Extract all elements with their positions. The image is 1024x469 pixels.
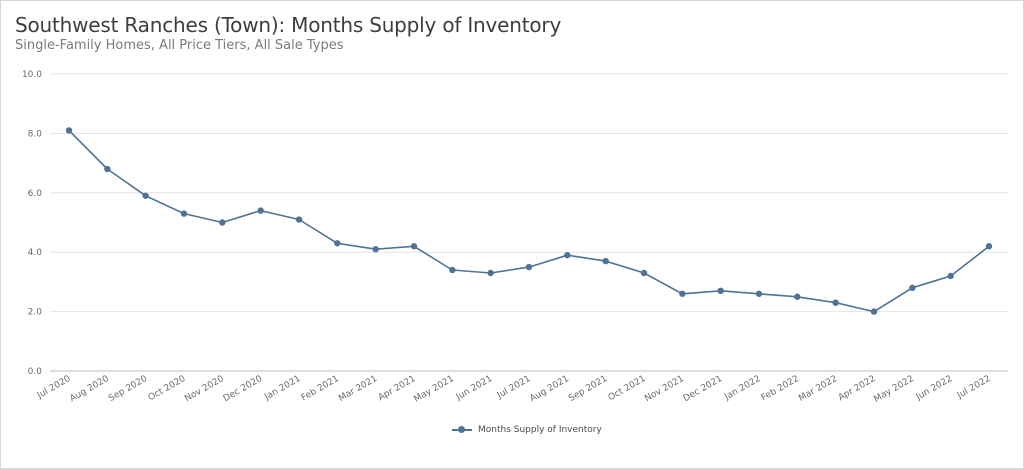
x-tick-label: Jul 2020 xyxy=(35,374,73,402)
data-point[interactable] xyxy=(755,290,763,297)
chart-subtitle: Single-Family Homes, All Price Tiers, Al… xyxy=(15,38,344,53)
y-tick-label: 8.0 xyxy=(28,129,43,139)
data-point[interactable] xyxy=(679,290,686,297)
data-point[interactable] xyxy=(104,165,111,173)
y-tick-label: 4.0 xyxy=(28,248,43,258)
x-tick-label: Nov 2021 xyxy=(643,374,686,404)
x-tick-label: Feb 2021 xyxy=(300,374,341,404)
x-tick-label: Jan 2021 xyxy=(262,374,302,403)
data-point[interactable] xyxy=(410,243,418,250)
data-point[interactable] xyxy=(564,251,571,259)
data-point[interactable] xyxy=(947,272,954,280)
data-point[interactable] xyxy=(640,269,648,277)
x-tick-label: Mar 2021 xyxy=(337,374,379,404)
x-tick-label: May 2021 xyxy=(412,374,455,405)
x-tick-label: Oct 2020 xyxy=(147,374,188,403)
data-point[interactable] xyxy=(295,216,303,223)
x-tick-label: Jun 2022 xyxy=(914,374,954,403)
x-tick-label: May 2022 xyxy=(872,374,915,405)
data-point[interactable] xyxy=(334,240,341,247)
data-point[interactable] xyxy=(449,266,456,274)
x-tick-label: Nov 2020 xyxy=(183,374,226,404)
x-tick-label: Aug 2020 xyxy=(68,374,111,404)
x-tick-label: Jul 2022 xyxy=(955,374,993,401)
x-tick-label: Dec 2021 xyxy=(682,374,724,404)
data-point[interactable] xyxy=(257,207,264,214)
legend-label: Months Supply of Inventory xyxy=(478,425,602,435)
legend-line-marker-icon xyxy=(452,425,472,435)
y-tick-label: 10.0 xyxy=(22,70,42,80)
legend[interactable]: Months Supply of Inventory xyxy=(452,425,602,435)
data-point[interactable] xyxy=(219,219,226,226)
data-point[interactable] xyxy=(180,210,188,217)
x-tick-label: Jan 2022 xyxy=(722,374,762,403)
x-tick-label: Aug 2021 xyxy=(528,374,571,404)
x-tick-label: Sep 2021 xyxy=(567,374,609,404)
data-point[interactable] xyxy=(487,269,494,277)
series-line-layer xyxy=(68,129,990,313)
series-points-layer xyxy=(65,127,993,315)
x-tick-label: Oct 2021 xyxy=(607,374,648,403)
data-point[interactable] xyxy=(142,192,149,199)
data-point[interactable] xyxy=(602,257,609,265)
y-tick-label: 2.0 xyxy=(28,308,43,318)
x-tick-label: Apr 2021 xyxy=(377,374,418,403)
y-tick-label: 0.0 xyxy=(28,367,43,377)
series-line xyxy=(68,129,990,313)
x-tick-label: Jul 2021 xyxy=(495,374,533,401)
x-tick-label: Mar 2022 xyxy=(797,374,839,404)
x-tick-label: Sep 2020 xyxy=(107,374,149,404)
data-point[interactable] xyxy=(525,263,533,271)
chart-title: Southwest Ranches (Town): Months Supply … xyxy=(15,13,562,37)
data-point[interactable] xyxy=(794,293,801,300)
data-point[interactable] xyxy=(832,299,839,306)
x-tick-label: Feb 2022 xyxy=(760,374,801,404)
data-point[interactable] xyxy=(909,284,916,292)
data-point[interactable] xyxy=(870,308,878,315)
x-tick-label: Jun 2021 xyxy=(454,374,494,403)
data-point[interactable] xyxy=(717,287,724,295)
x-tick-label: Apr 2022 xyxy=(837,374,878,403)
data-point[interactable] xyxy=(65,127,73,134)
data-point[interactable] xyxy=(372,246,379,253)
y-tick-label: 6.0 xyxy=(28,189,43,199)
data-point[interactable] xyxy=(985,243,993,250)
gridlines xyxy=(50,73,1008,372)
x-tick-label: Dec 2020 xyxy=(222,374,265,404)
y-axis-ticks: 0.0 2.0 4.0 6.0 8.0 10.0 xyxy=(22,70,42,377)
